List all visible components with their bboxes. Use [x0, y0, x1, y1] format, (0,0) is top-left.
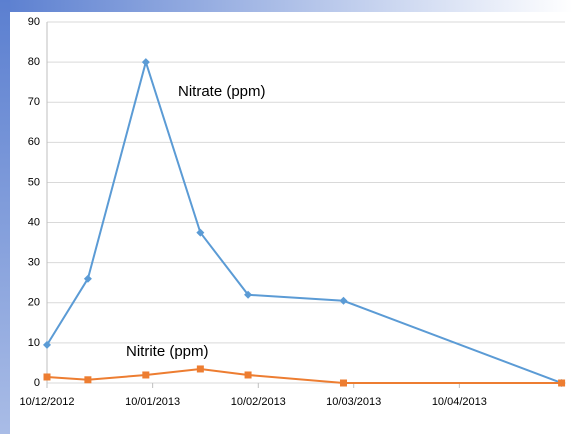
marker	[339, 296, 348, 305]
marker	[196, 365, 204, 373]
side-band	[0, 0, 10, 434]
series-label: Nitrate (ppm)	[178, 83, 266, 100]
marker	[142, 371, 150, 379]
y-tick-label: 60	[28, 136, 40, 148]
y-tick-label: 80	[28, 56, 40, 68]
y-tick-label: 10	[28, 337, 40, 349]
top-band	[0, 0, 573, 12]
marker	[141, 58, 150, 67]
y-tick-label: 20	[28, 297, 40, 309]
marker	[558, 379, 566, 387]
marker	[84, 376, 92, 384]
x-tick-label: 10/12/2012	[19, 396, 74, 408]
y-tick-label: 70	[28, 96, 40, 108]
x-tick-label: 10/04/2013	[432, 396, 487, 408]
marker	[244, 290, 253, 299]
y-tick-label: 90	[28, 16, 40, 28]
series-label: Nitrite (ppm)	[126, 343, 209, 360]
y-tick-label: 0	[34, 377, 40, 389]
x-tick-label: 10/02/2013	[231, 396, 286, 408]
marker	[83, 274, 92, 283]
marker	[339, 379, 347, 387]
x-tick-label: 10/01/2013	[125, 396, 180, 408]
series-line	[46, 367, 562, 384]
x-tick-label: 10/03/2013	[326, 396, 381, 408]
marker	[43, 340, 51, 349]
y-tick-label: 40	[28, 216, 40, 228]
marker	[43, 373, 51, 381]
marker	[196, 228, 205, 237]
marker	[244, 371, 252, 379]
y-tick-label: 50	[28, 176, 40, 188]
y-tick-label: 30	[28, 257, 40, 269]
